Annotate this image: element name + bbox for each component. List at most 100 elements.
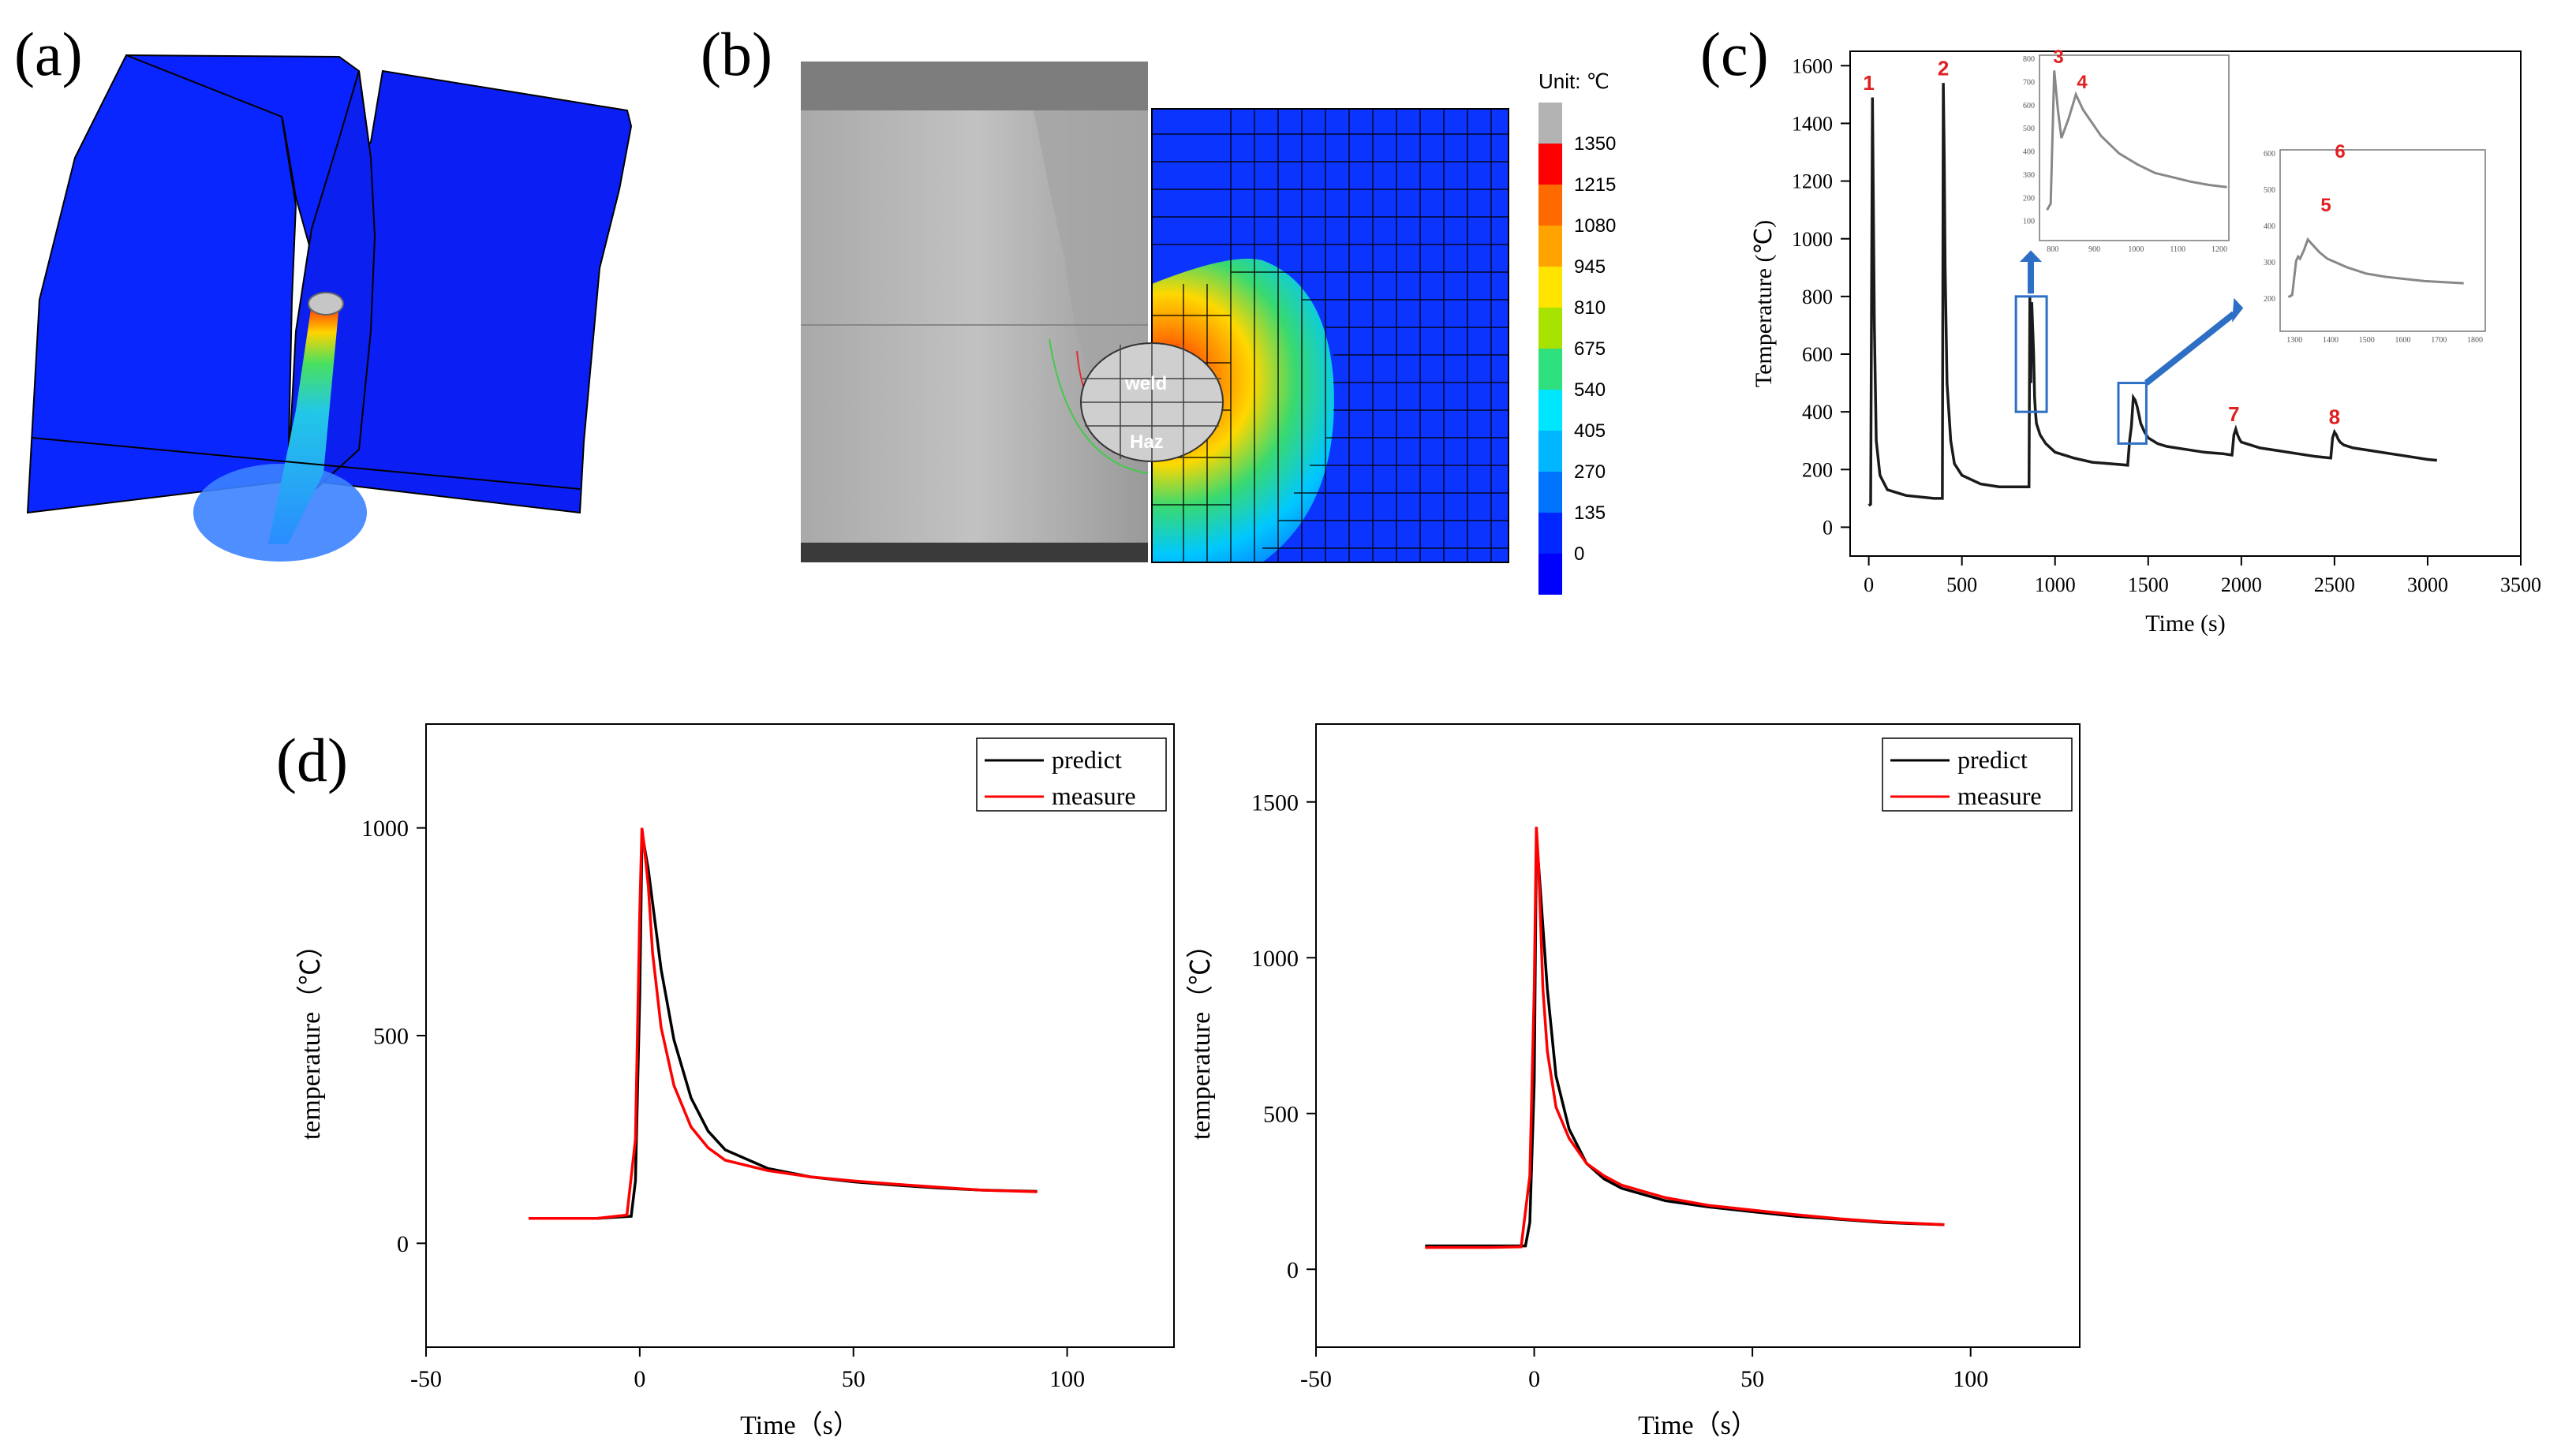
chart-d1: -50 0 50 10005001000Time（s）temperature（℃）pr… <box>296 723 1175 1440</box>
inset-series-line <box>2046 70 2227 211</box>
point-label-7: 7 <box>2228 402 2239 426</box>
legend-box <box>976 737 1167 812</box>
colorbar-swatch <box>1538 513 1562 554</box>
colorbar-swatch <box>1538 349 1562 390</box>
inset-y-tick-label: 500 <box>2023 125 2035 133</box>
x-tick-label: 500 <box>1946 573 1977 596</box>
legend-label-measure: measure <box>1957 782 2042 810</box>
colorbar-tick-label: 945 <box>1574 256 1606 278</box>
series-line-predict <box>529 842 1037 1220</box>
panel-label-a: (a) <box>14 20 83 88</box>
x-tick-label: -50 <box>410 1366 442 1392</box>
legend-box <box>1882 737 2073 812</box>
y-tick-label: 0 <box>397 1231 409 1257</box>
weld-bead-top <box>308 292 344 315</box>
zoom-arrow-2-head <box>2232 297 2244 323</box>
inset-frame <box>2279 149 2486 332</box>
colorbar-unit-label: Unit: ℃ <box>1538 69 1610 93</box>
weld-zone-texture <box>1034 110 1148 371</box>
inset-y-tick-label: 600 <box>2264 150 2275 159</box>
x-tick-label: 50 <box>1740 1366 1764 1392</box>
colorbar-swatch <box>1538 390 1562 431</box>
x-tick-label: 3000 <box>2407 573 2448 596</box>
haz-label: Haz <box>1130 431 1164 453</box>
weld-bead <box>268 304 339 544</box>
inset-y-tick-label: 200 <box>2264 295 2275 304</box>
colorbar-tick-label: 0 <box>1574 543 1584 565</box>
inset-x-tick-label: 1300 <box>2286 336 2302 345</box>
inset-y-tick-label: 200 <box>2023 194 2035 203</box>
x-tick-label: -50 <box>1300 1366 1332 1392</box>
inset-x-tick-label: 1800 <box>2467 336 2483 345</box>
y-tick-label: 1500 <box>1251 790 1299 816</box>
inset-x-tick-label: 1600 <box>2395 336 2410 345</box>
y-tick-label: 0 <box>1823 517 1833 539</box>
y-tick-label: 1000 <box>361 816 409 842</box>
inset-x-tick-label: 1500 <box>2359 336 2375 345</box>
y-tick-label: 500 <box>1263 1101 1299 1127</box>
fe-mesh-border <box>1151 108 1509 563</box>
point-label-8: 8 <box>2329 405 2340 429</box>
inset-x-tick-label: 900 <box>2088 245 2100 254</box>
y-axis-label: Temperature (℃) <box>1751 220 1777 387</box>
colorbar-tick-label: 270 <box>1574 461 1606 483</box>
colorbar-tick-label: 1350 <box>1574 133 1616 155</box>
y-tick-label: 1200 <box>1792 170 1833 193</box>
macrograph-top-dark <box>801 62 1148 110</box>
inset-y-tick-label: 100 <box>2023 218 2035 226</box>
colorbar-tick-label: 135 <box>1574 502 1606 524</box>
x-tick-label: 3500 <box>2500 573 2541 596</box>
zoom-arrow-1-head <box>2020 250 2043 262</box>
x-axis-label: Time（s） <box>1638 1410 1758 1440</box>
panel-b: (b) <box>701 20 1616 595</box>
panel-label-d: (d) <box>276 726 348 794</box>
point-label-2: 2 <box>1938 57 1949 80</box>
y-axis-label: temperature（℃） <box>296 931 326 1140</box>
colorbar-swatch <box>1538 554 1562 595</box>
x-axis-label: Time (s) <box>2145 610 2225 637</box>
x-tick-label: 0 <box>1864 573 1874 596</box>
colorbar-swatch <box>1538 226 1562 267</box>
macrograph-bottom-dark <box>801 543 1148 562</box>
legend-label-measure: measure <box>1052 782 1136 810</box>
colorbar-swatch <box>1538 472 1562 513</box>
plate-body-left <box>26 54 297 514</box>
colorbar-tick-label: 810 <box>1574 297 1606 319</box>
inset-x-tick-label: 1100 <box>2170 245 2185 254</box>
inset-y-tick-label: 300 <box>2023 171 2035 180</box>
inset-y-tick-label: 400 <box>2264 222 2275 231</box>
colorbar-tick-label: 1080 <box>1574 215 1616 237</box>
inset-point-label-5: 5 <box>2320 195 2331 216</box>
x-tick-label: 2500 <box>2314 573 2355 596</box>
inset-series-line <box>2287 237 2464 299</box>
inset-y-tick-label: 300 <box>2264 259 2275 267</box>
y-tick-label: 800 <box>1802 286 1833 308</box>
weld-label: weld <box>1124 373 1167 394</box>
colorbar-swatch <box>1538 267 1562 308</box>
legend-label-predict: predict <box>1052 745 1122 774</box>
fe-heat-field <box>1152 259 1334 562</box>
y-tick-label: 400 <box>1802 401 1833 424</box>
panel-label-b: (b) <box>701 20 772 88</box>
x-tick-label: 0 <box>634 1366 645 1392</box>
x-tick-label: 2000 <box>2221 573 2262 596</box>
x-tick-label: 1000 <box>2035 573 2076 596</box>
colorbar-swatch <box>1538 144 1562 185</box>
inset-frame <box>2039 54 2230 241</box>
inset-x-tick-label: 1700 <box>2431 336 2447 345</box>
inset-x-tick-label: 1400 <box>2323 336 2339 345</box>
y-tick-label: 1000 <box>1251 946 1299 972</box>
x-tick-label: 0 <box>1528 1366 1540 1392</box>
x-axis-label: Time（s） <box>740 1410 860 1440</box>
zoom-box-2 <box>2117 382 2148 445</box>
y-tick-label: 0 <box>1287 1257 1299 1283</box>
plot-frame <box>425 723 1175 1348</box>
series-line-temperature <box>1867 83 2437 507</box>
inset-y-tick-label: 800 <box>2023 55 2035 64</box>
y-tick-label: 1600 <box>1792 54 1833 77</box>
inset-x-tick-label: 1000 <box>2128 245 2144 254</box>
fe-mesh-grid <box>1152 109 1509 562</box>
panel-label-c: (c) <box>1700 20 1769 88</box>
plot-frame <box>1315 723 2081 1348</box>
